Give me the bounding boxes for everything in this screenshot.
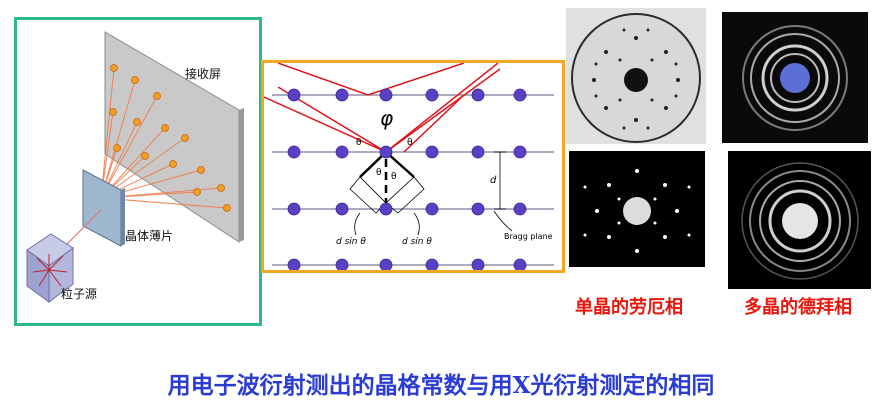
apparatus-panel: 接收屏 晶体薄片 粒子源 <box>14 17 262 326</box>
diffraction-spots <box>109 64 231 212</box>
source-label: 粒子源 <box>61 286 97 301</box>
particle-source <box>26 233 74 303</box>
laue-pattern-photo-electron <box>569 151 705 267</box>
d-label: d <box>490 175 497 186</box>
bragg-diagram: φ θ θ θ θ d d sin θ d sin θ Bragg plane <box>263 62 554 272</box>
bragg-plane-label: Bragg plane <box>504 232 553 241</box>
debye-ring-photo-xray <box>722 12 868 143</box>
polycrystal-caption: 多晶的德拜相 <box>744 297 852 318</box>
bragg-panel: φ θ θ θ θ d d sin θ d sin θ Bragg plane <box>261 60 565 273</box>
dsin-right-label: d sin θ <box>402 237 432 247</box>
theta-left: θ <box>356 138 362 148</box>
receiving-screen <box>104 31 240 243</box>
screen-label: 接收屏 <box>185 66 221 81</box>
conclusion-text: 用电子波衍射测出的晶格常数与用X光衍射测定的相同 <box>167 372 715 399</box>
film-label: 晶体薄片 <box>125 228 173 243</box>
theta-right: θ <box>407 138 413 148</box>
lattice-planes <box>272 94 554 266</box>
crystal-film <box>82 169 122 247</box>
theta-inner-right: θ <box>391 172 397 182</box>
dsin-left-label: d sin θ <box>336 237 366 247</box>
debye-ring-photo-electron <box>728 151 871 289</box>
lattice-atoms <box>287 88 527 272</box>
laue-pattern-photo-xray <box>566 8 706 144</box>
single-crystal-caption: 单晶的劳厄相 <box>575 297 683 318</box>
apparatus-diagram: 接收屏 晶体薄片 粒子源 <box>26 31 244 303</box>
phi-symbol: φ <box>380 106 393 130</box>
theta-inner-left: θ <box>376 168 382 178</box>
